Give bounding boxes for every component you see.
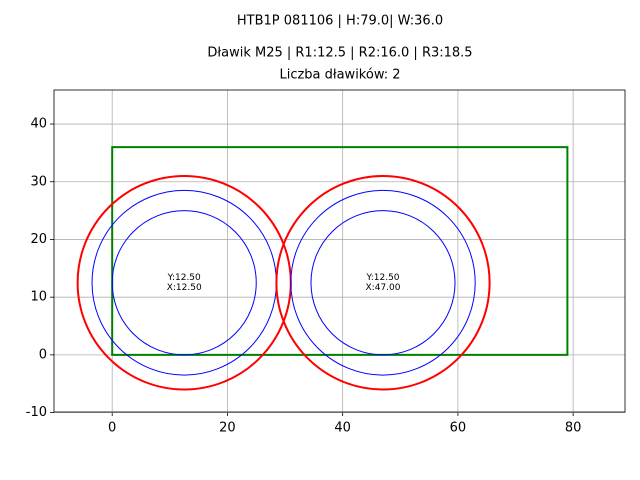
circle	[290, 189, 476, 376]
x-tick-label: 80	[565, 421, 582, 436]
plot-frame	[53, 89, 626, 413]
suptitle: HTB1P 081106 | H:79.0| W:36.0	[237, 14, 443, 29]
y-tick-label: 40	[30, 117, 47, 132]
y-tick-label: 20	[30, 232, 47, 247]
circle	[111, 210, 257, 356]
chart-title: Dławik M25 | R1:12.5 | R2:16.0 | R3:18.5	[207, 46, 472, 61]
chart-subtitle: Liczba dławików: 2	[279, 68, 400, 83]
y-tick-label: 30	[30, 174, 47, 189]
circle	[275, 174, 491, 391]
x-tick-label: 60	[450, 421, 467, 436]
center-label: Y:12.50	[167, 273, 201, 283]
y-tick-label: 10	[30, 290, 47, 305]
x-tick-label: 0	[108, 421, 116, 436]
y-tick-label: -10	[26, 405, 47, 420]
x-tick-label: 20	[219, 421, 236, 436]
circle	[310, 210, 456, 356]
center-label: X:12.50	[167, 283, 202, 293]
x-tick-label: 40	[334, 421, 351, 436]
center-label: X:47.00	[366, 283, 401, 293]
rectangle	[111, 146, 569, 356]
center-label: Y:12.50	[365, 273, 399, 283]
y-tick-label: 0	[39, 347, 47, 362]
